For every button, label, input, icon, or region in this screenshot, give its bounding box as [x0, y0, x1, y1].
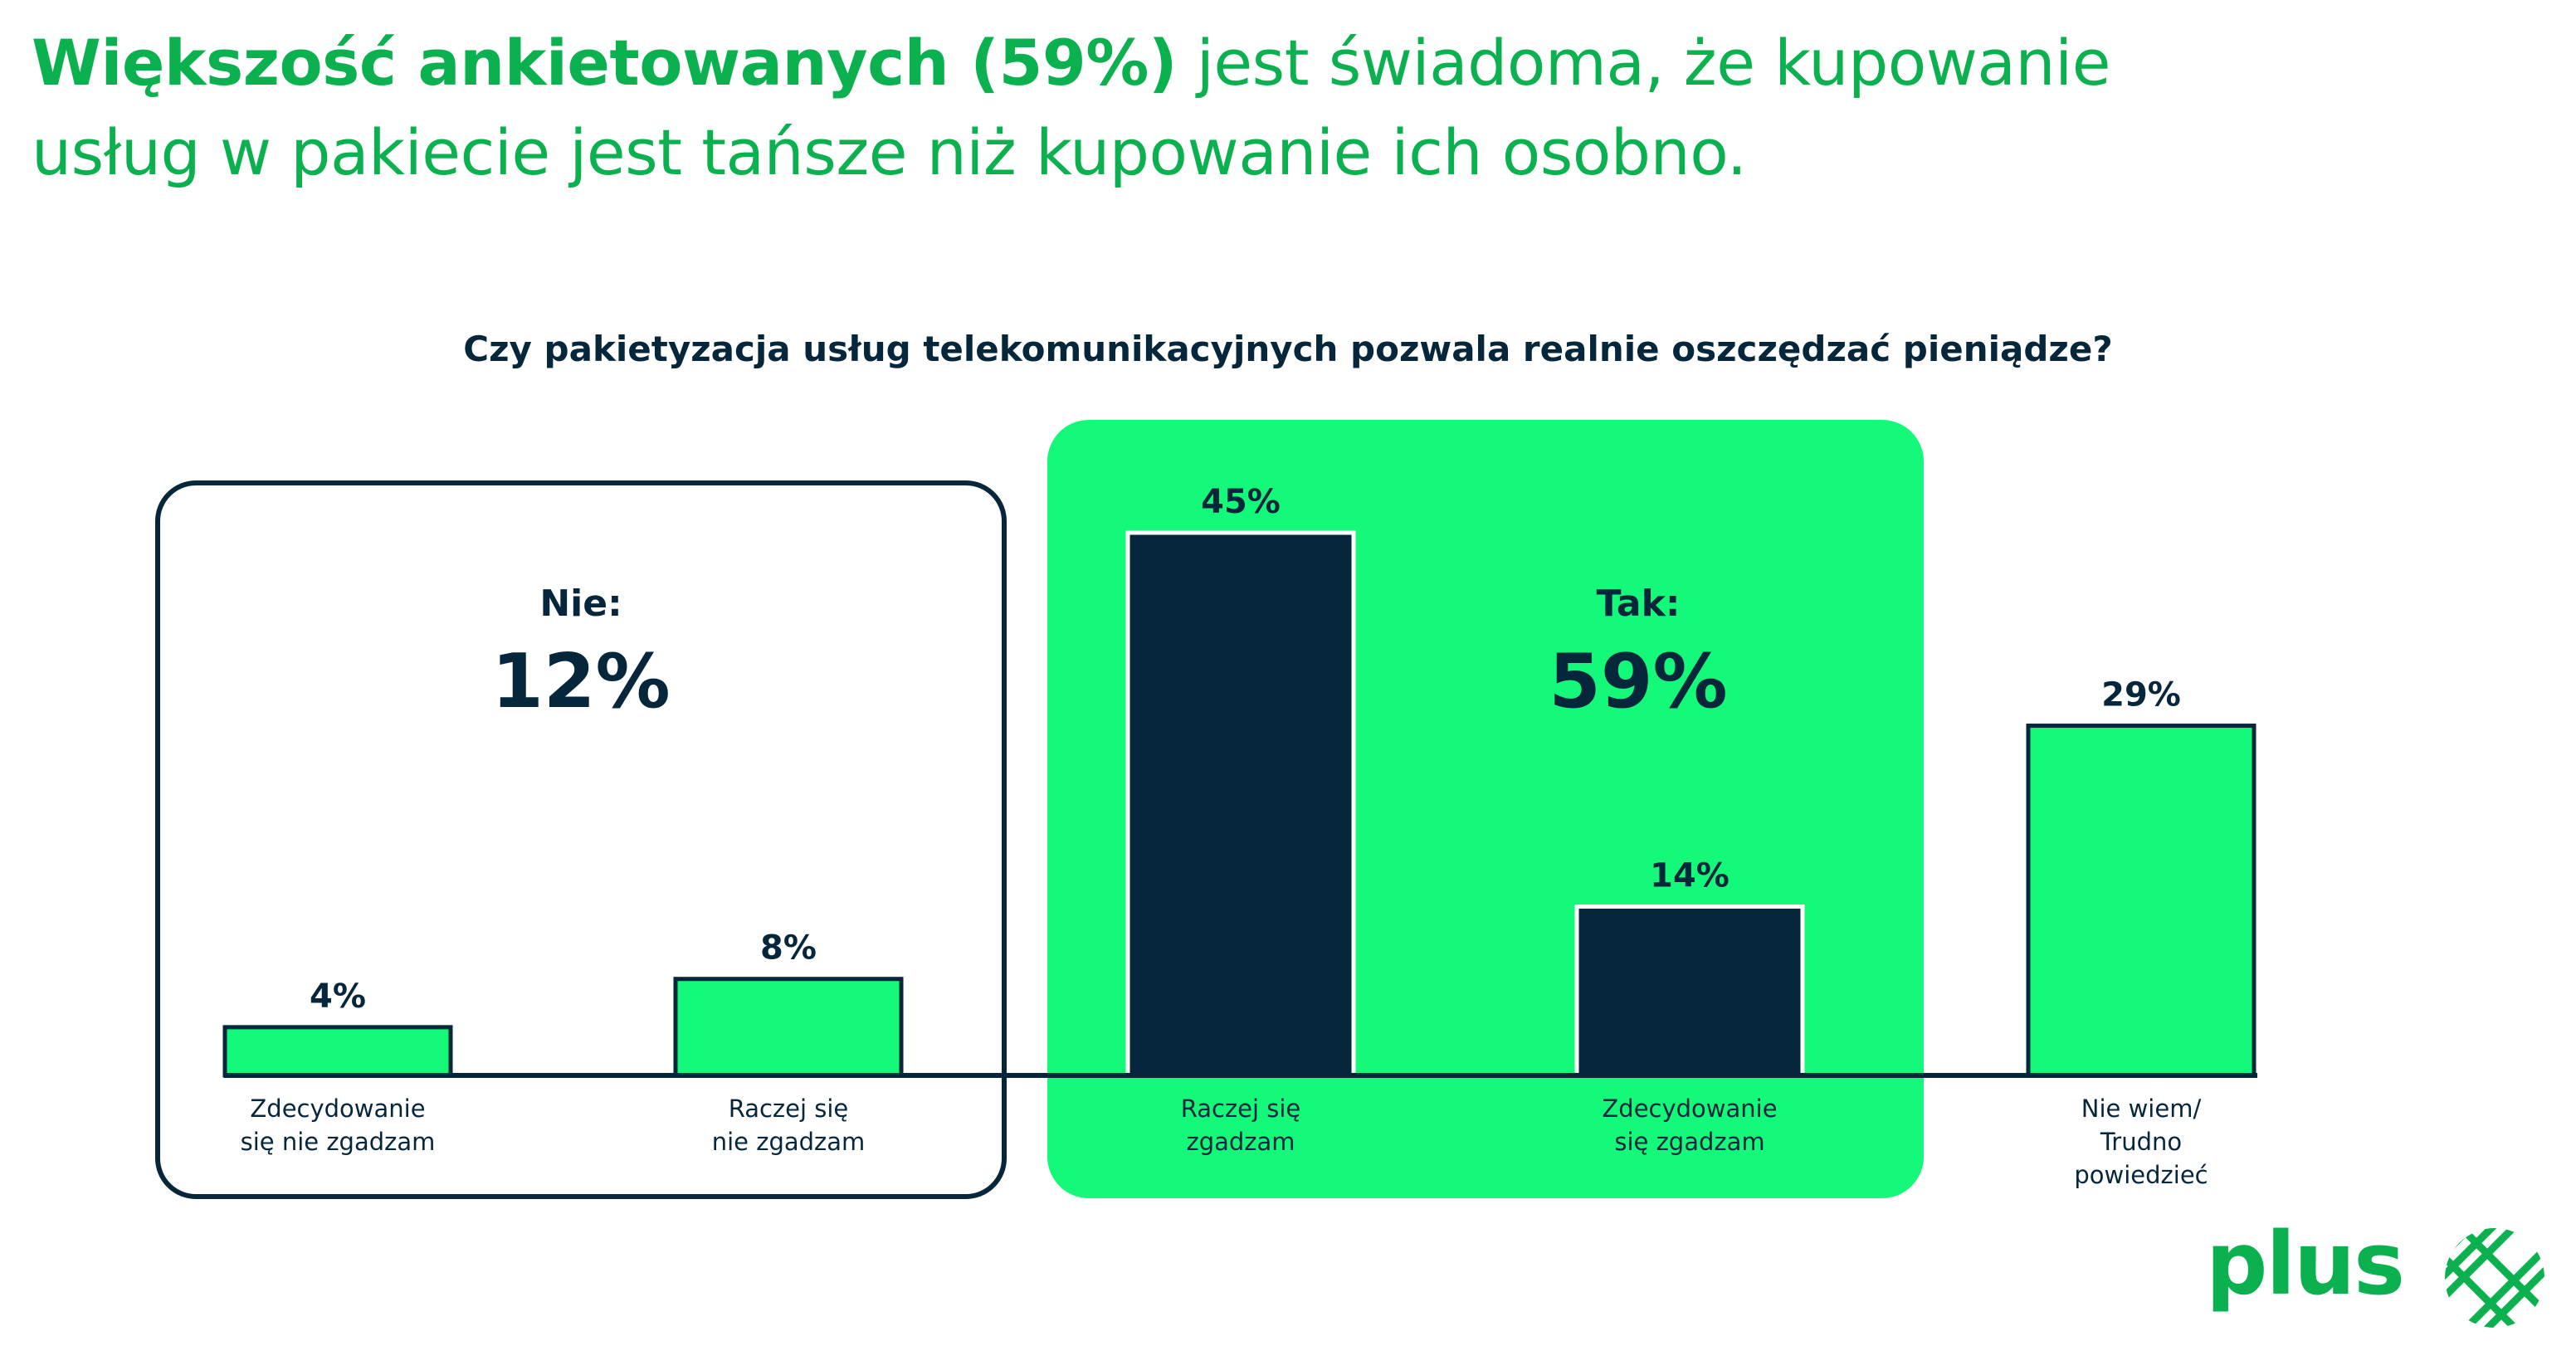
bar-5	[2026, 724, 2256, 1078]
bar-value-label-3: 45%	[1201, 483, 1281, 521]
category-label-2-line-1: Raczej się	[729, 1095, 849, 1123]
category-label-1-line-2: się nie zgadzam	[241, 1128, 436, 1156]
headline: Większość ankietowanych (59%) jest świad…	[32, 18, 2488, 197]
category-label-3-line-2: zgadzam	[1186, 1128, 1295, 1156]
tak-group-total: 59%	[1549, 638, 1727, 725]
plus-logo-icon	[2445, 1228, 2544, 1328]
chart-title: Czy pakietyzacja usług telekomunikacyjny…	[463, 329, 2113, 369]
category-label-5-line-1: Nie wiem/	[2081, 1095, 2202, 1123]
category-label-5-line-3: powiedzieć	[2074, 1161, 2208, 1189]
category-label-5-line-2: Trudno	[2100, 1128, 2182, 1156]
bars-layer	[222, 530, 2256, 1078]
headline-line-1: Większość ankietowanych (59%) jest świad…	[32, 18, 2488, 108]
category-label-1-line-1: Zdecydowanie	[250, 1095, 425, 1123]
bar-value-label-1: 4%	[310, 978, 366, 1016]
bar-value-label-2: 8%	[760, 929, 817, 968]
labels-layer: 4% Zdecydowanie się nie zgadzam 8% Raczej si…	[241, 483, 2208, 1189]
bar-4	[1574, 904, 1805, 1078]
category-label-4-line-1: Zdecydowanie	[1602, 1095, 1777, 1123]
nie-group-box	[155, 480, 1007, 1199]
bar-value-label-4: 14%	[1650, 857, 1730, 895]
headline-line-1-rest: jest świadoma, że kupowanie	[1177, 26, 2111, 100]
category-label-3-line-1: Raczej się	[1181, 1095, 1301, 1123]
nie-group-total: 12%	[491, 638, 670, 725]
bar-1	[222, 1025, 453, 1078]
bar-3	[1125, 530, 1356, 1078]
headline-highlight: Większość ankietowanych (59%)	[32, 26, 1178, 100]
bar-value-label-5: 29%	[2101, 676, 2181, 714]
nie-group-label: Nie:	[539, 583, 622, 625]
bar-2	[673, 977, 904, 1078]
category-label-4-line-2: się zgadzam	[1614, 1128, 1764, 1156]
tak-group-label: Tak:	[1597, 583, 1681, 625]
category-label-2-line-2: nie zgadzam	[712, 1128, 866, 1156]
headline-line-2: usług w pakiecie jest tańsze niż kupowan…	[32, 115, 1747, 189]
plus-logo-text: plus	[2206, 1213, 2405, 1314]
